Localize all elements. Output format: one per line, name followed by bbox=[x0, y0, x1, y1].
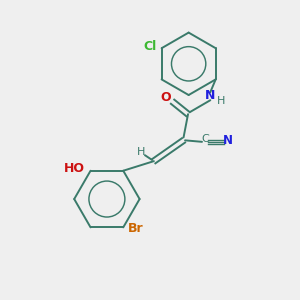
Text: H: H bbox=[137, 147, 146, 157]
Text: HO: HO bbox=[64, 162, 85, 175]
Text: H: H bbox=[217, 96, 225, 106]
Text: N: N bbox=[223, 134, 233, 147]
Text: C: C bbox=[201, 134, 209, 144]
Text: O: O bbox=[161, 91, 171, 104]
Text: Cl: Cl bbox=[144, 40, 157, 53]
Text: Br: Br bbox=[128, 222, 143, 235]
Text: N: N bbox=[205, 89, 215, 102]
